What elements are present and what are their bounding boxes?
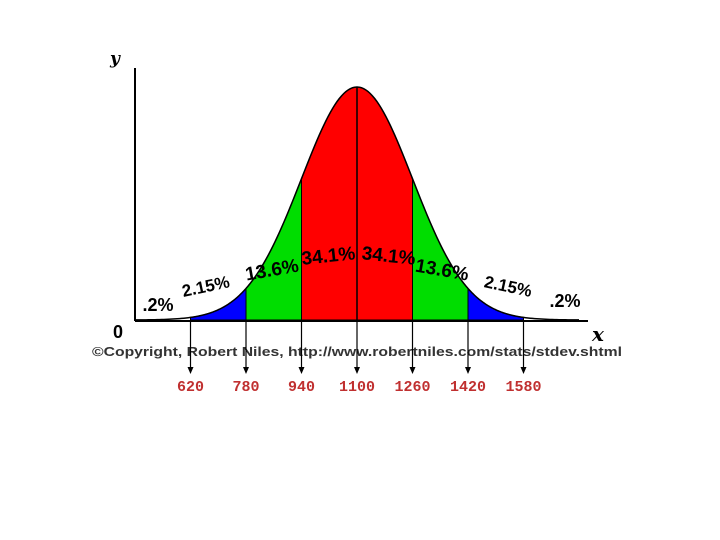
- x-axis-label: x: [591, 322, 605, 346]
- marker-arrow-head-2: [243, 367, 249, 374]
- band-4: [356, 86, 413, 321]
- marker-value-4: 1100: [339, 379, 375, 396]
- marker-arrow-head-7: [520, 367, 527, 374]
- marker-arrow-head-3: [298, 367, 305, 374]
- marker-value-2: 780: [232, 379, 259, 396]
- band-label-1: 2.15%: [180, 272, 231, 301]
- marker-value-6: 1420: [450, 379, 486, 396]
- y-axis-label: y: [109, 49, 121, 69]
- origin-label: 0: [113, 322, 123, 342]
- marker-arrow-head-5: [409, 367, 416, 374]
- tail-label-right: .2%: [549, 291, 580, 311]
- marker-layer: 620 780 940 1100 1260 1420 1580: [177, 320, 542, 396]
- marker-value-3: 940: [288, 379, 315, 396]
- marker-value-1: 620: [177, 379, 204, 396]
- marker-value-5: 1260: [394, 379, 430, 396]
- marker-arrow-head-6: [465, 367, 471, 374]
- band-label-6: 2.15%: [483, 272, 534, 301]
- tail-label-left: .2%: [142, 295, 173, 315]
- marker-arrow-head-1: [187, 367, 194, 374]
- band-3: [301, 86, 358, 321]
- marker-arrow-head-4: [354, 367, 360, 374]
- marker-value-7: 1580: [505, 379, 541, 396]
- percent-label-layer: 2.15%13.6% 34.1% 34.1%13.6%2.15%.2% .2%: [142, 243, 580, 315]
